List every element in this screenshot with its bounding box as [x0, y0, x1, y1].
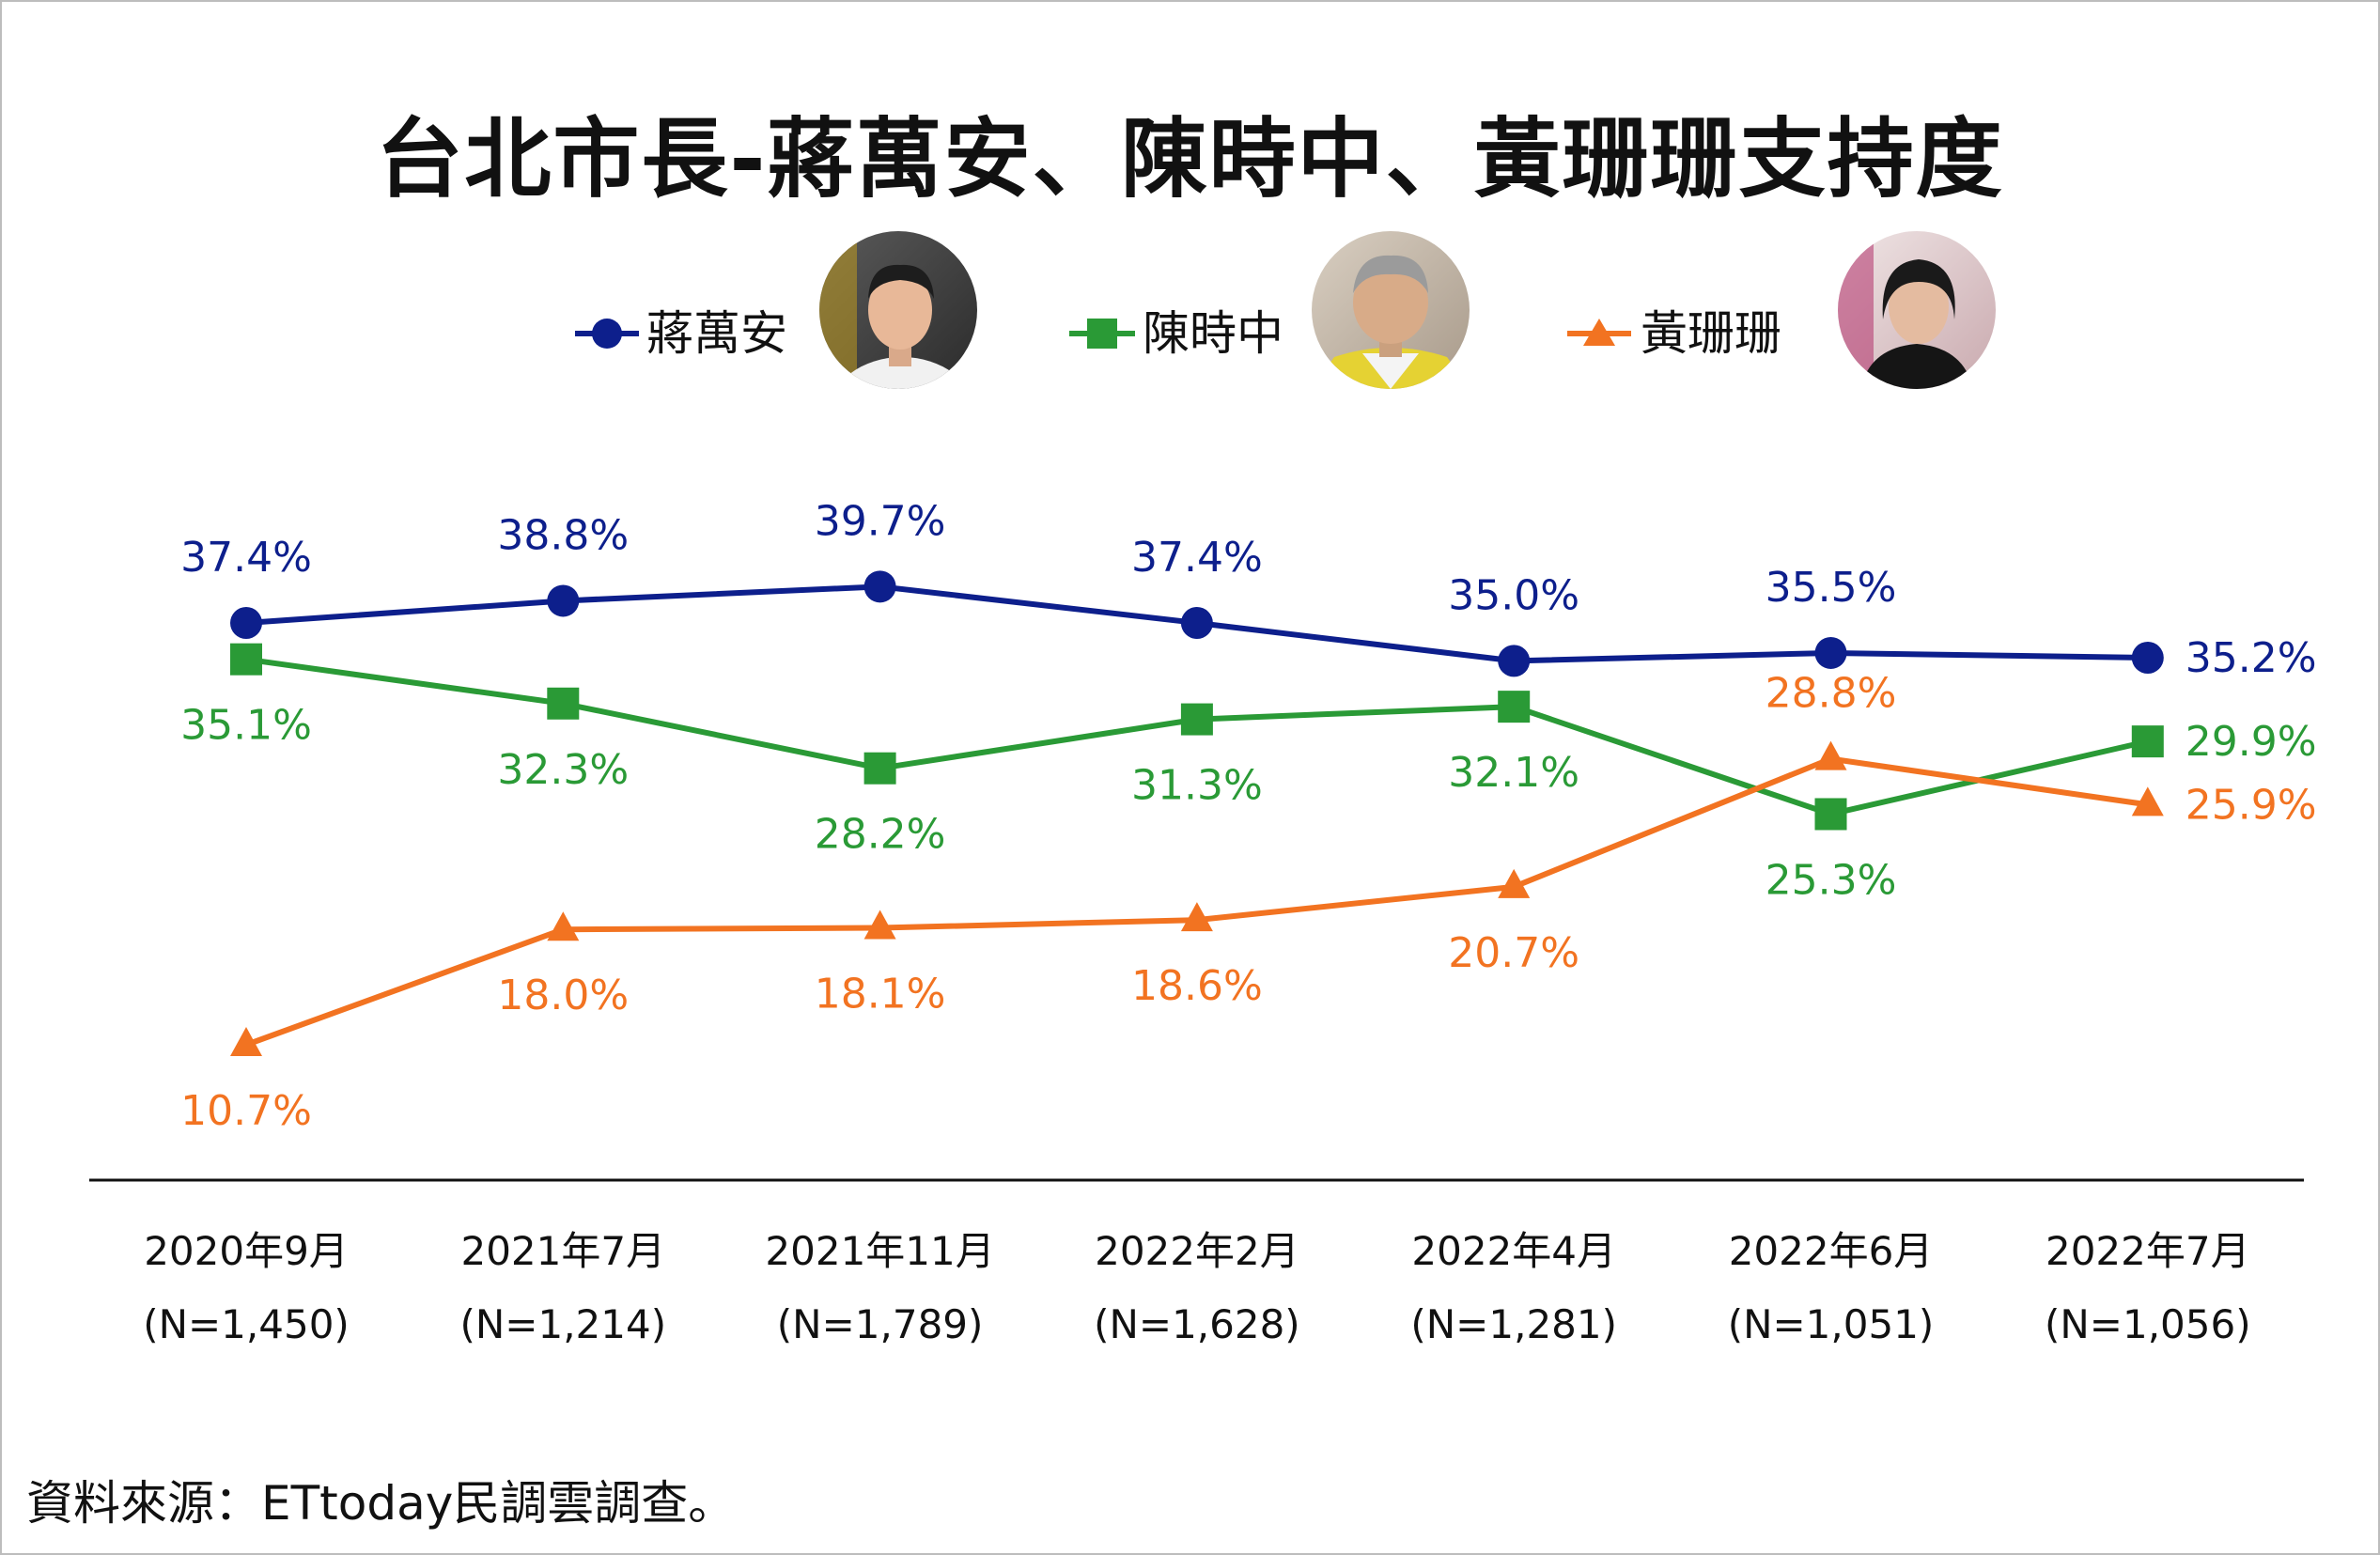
data-label-chen: 25.3%	[1766, 856, 1897, 904]
x-tick-sample-size: (N=1,628)	[1094, 1301, 1300, 1347]
data-point-chen	[230, 643, 262, 676]
data-point-huang	[2131, 786, 2164, 816]
data-point-chen	[1498, 691, 1531, 723]
x-tick-sample-size: (N=1,214)	[459, 1301, 666, 1347]
data-label-jiang: 37.4%	[1131, 534, 1263, 582]
legend-label-chen: 陳時中	[1143, 306, 1283, 361]
data-label-chen: 28.2%	[815, 811, 946, 859]
legend: 蔣萬安 陳時中	[575, 231, 1996, 389]
data-label-jiang: 39.7%	[815, 497, 946, 545]
avatar-jiang-photo	[819, 231, 977, 389]
legend-marker-jiang	[592, 319, 622, 349]
data-point-chen	[863, 752, 896, 785]
data-point-huang	[1180, 902, 1213, 932]
avatar-chen-photo	[1312, 231, 1470, 389]
data-label-chen: 29.9%	[2186, 718, 2317, 766]
data-point-jiang	[230, 607, 262, 639]
data-label-chen: 35.1%	[180, 702, 312, 750]
data-point-jiang	[1180, 607, 1213, 639]
data-point-huang	[863, 910, 896, 940]
x-tick-sample-size: (N=1,281)	[1410, 1301, 1617, 1347]
data-point-huang	[1814, 740, 1847, 770]
series-layer	[230, 570, 2164, 1056]
x-axis-ticks: 2020年9月 (N=1,450) 2021年7月 (N=1,214) 2021年11月…	[143, 1228, 2250, 1347]
data-label-huang: 10.7%	[180, 1087, 312, 1135]
data-label-huang: 18.6%	[1131, 962, 1263, 1010]
legend-marker-chen	[1087, 319, 1117, 349]
data-point-chen	[1180, 703, 1213, 736]
legend-marker-huang	[1583, 319, 1615, 346]
data-point-jiang	[863, 570, 896, 603]
source-note: 資料來源：ETtoday民調雲調查。	[26, 1476, 736, 1531]
data-label-chen: 32.3%	[497, 746, 629, 794]
data-point-jiang	[1498, 645, 1531, 677]
data-label-jiang: 35.0%	[1448, 571, 1579, 619]
data-label-jiang: 35.2%	[2186, 634, 2317, 682]
x-tick-label: 2022年7月	[2046, 1228, 2250, 1274]
data-point-jiang	[1814, 636, 1847, 669]
label-layer: 37.4% 38.8% 39.7% 37.4% 35.0% 35.5% 35.2% 35.1%…	[180, 497, 2316, 1135]
data-point-jiang	[2131, 641, 2164, 674]
data-label-huang: 18.1%	[815, 971, 946, 1019]
legend-label-jiang: 蔣萬安	[646, 306, 787, 361]
avatar-huang-photo	[1838, 231, 1996, 389]
data-point-huang	[230, 1027, 262, 1056]
data-point-chen	[2131, 725, 2164, 758]
legend-item-huang: 黃珊珊	[1567, 231, 1996, 389]
data-point-jiang	[547, 584, 580, 617]
x-tick-label: 2022年2月	[1095, 1228, 1299, 1274]
legend-item-chen: 陳時中	[1069, 231, 1470, 389]
x-tick-sample-size: (N=1,450)	[143, 1301, 350, 1347]
x-tick-label: 2022年6月	[1729, 1228, 1934, 1274]
x-tick-sample-size: (N=1,789)	[777, 1301, 984, 1347]
data-point-chen	[547, 687, 580, 720]
x-tick-label: 2021年7月	[460, 1228, 665, 1274]
data-point-chen	[1814, 798, 1847, 831]
data-label-huang: 28.8%	[1766, 670, 1897, 718]
x-tick-label: 2020年9月	[144, 1228, 349, 1274]
legend-label-huang: 黃珊珊	[1641, 306, 1781, 361]
data-label-huang: 18.0%	[497, 972, 629, 1019]
data-label-chen: 32.1%	[1448, 749, 1579, 797]
legend-item-jiang: 蔣萬安	[575, 231, 977, 389]
data-point-huang	[1498, 868, 1531, 898]
x-tick-sample-size: (N=1,056)	[2045, 1301, 2251, 1347]
data-point-huang	[547, 911, 580, 941]
x-tick-sample-size: (N=1,051)	[1728, 1301, 1935, 1347]
x-tick-label: 2022年4月	[1411, 1228, 1616, 1274]
data-label-jiang: 35.5%	[1766, 564, 1897, 612]
data-label-huang: 25.9%	[2186, 781, 2317, 829]
data-label-chen: 31.3%	[1131, 762, 1263, 810]
chart-title: 台北市長-蔣萬安、陳時中、黃珊珊支持度	[376, 109, 2004, 210]
x-tick-label: 2021年11月	[765, 1228, 994, 1274]
data-label-huang: 20.7%	[1448, 929, 1579, 977]
data-label-jiang: 37.4%	[180, 534, 312, 582]
data-label-jiang: 38.8%	[497, 511, 629, 559]
